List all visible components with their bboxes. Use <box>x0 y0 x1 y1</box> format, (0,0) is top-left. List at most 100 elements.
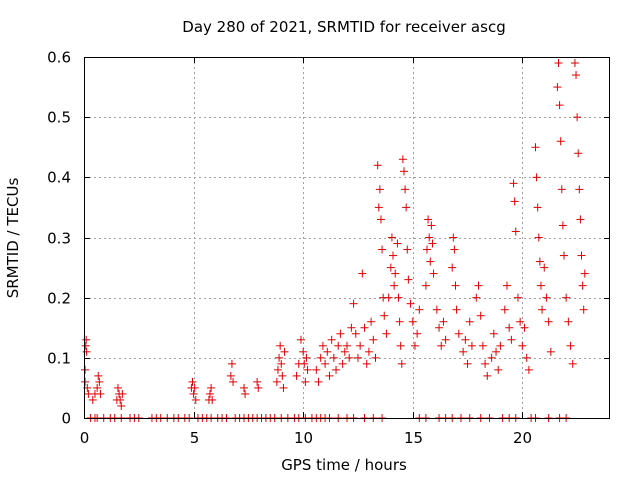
data-point <box>574 149 583 158</box>
data-point <box>391 269 400 278</box>
data-point <box>116 395 125 404</box>
data-point <box>373 161 382 170</box>
data-point <box>452 305 461 314</box>
data-point <box>461 335 470 344</box>
data-point <box>489 329 498 338</box>
data-point <box>427 221 436 230</box>
data-point <box>189 389 198 398</box>
data-point <box>301 377 310 386</box>
chart-title: Day 280 of 2021, SRMTID for receiver asc… <box>182 18 505 36</box>
data-point <box>406 299 415 308</box>
x-tick-label: 10 <box>294 429 313 447</box>
data-point <box>554 59 563 68</box>
data-point <box>253 377 262 386</box>
data-point <box>386 263 395 272</box>
data-point <box>432 305 441 314</box>
data-point <box>478 341 487 350</box>
data-point <box>82 347 91 356</box>
data-point <box>505 323 514 332</box>
data-point <box>575 185 584 194</box>
data-point <box>546 347 555 356</box>
data-point <box>538 305 547 314</box>
data-point <box>292 371 301 380</box>
data-point <box>474 281 483 290</box>
data-point <box>509 179 518 188</box>
data-point <box>393 239 402 248</box>
data-point <box>188 377 197 386</box>
data-point <box>323 347 332 356</box>
data-point <box>380 311 389 320</box>
data-point <box>345 353 354 362</box>
data-point <box>371 353 380 362</box>
data-point <box>415 305 424 314</box>
data-point <box>535 257 544 266</box>
data-point <box>277 359 286 368</box>
data-point <box>578 281 587 290</box>
data-point <box>494 365 503 374</box>
data-point <box>399 167 408 176</box>
data-point <box>208 395 217 404</box>
data-point <box>487 353 496 362</box>
y-tick-label: 0.4 <box>47 169 71 187</box>
data-point <box>332 365 341 374</box>
data-point <box>334 341 343 350</box>
data-point <box>522 353 531 362</box>
data-marks <box>81 59 589 422</box>
data-point <box>241 389 250 398</box>
data-point <box>81 377 90 386</box>
y-tick-label: 0 <box>61 410 71 428</box>
data-point <box>476 311 485 320</box>
data-point <box>191 395 200 404</box>
data-point <box>570 59 579 68</box>
data-point <box>413 329 422 338</box>
data-point <box>396 341 405 350</box>
data-point <box>329 353 338 362</box>
data-point <box>555 101 564 110</box>
data-point <box>206 389 215 398</box>
data-point <box>338 359 347 368</box>
data-point <box>429 269 438 278</box>
data-point <box>82 335 91 344</box>
data-point <box>190 383 199 392</box>
data-point <box>296 335 305 344</box>
data-point <box>410 341 419 350</box>
data-point <box>566 341 575 350</box>
data-point <box>533 203 542 212</box>
data-point <box>340 347 349 356</box>
data-point <box>398 155 407 164</box>
data-point <box>349 299 358 308</box>
data-point <box>118 389 127 398</box>
data-point <box>389 251 398 260</box>
data-point <box>404 275 413 284</box>
data-point <box>316 353 325 362</box>
data-point <box>312 365 321 374</box>
data-point <box>536 281 545 290</box>
data-point <box>463 359 472 368</box>
data-point <box>397 359 406 368</box>
y-tick-label: 0.6 <box>47 49 71 67</box>
data-point <box>401 185 410 194</box>
data-point <box>451 281 460 290</box>
data-point <box>394 293 403 302</box>
data-point <box>367 317 376 326</box>
data-point <box>93 383 102 392</box>
data-point <box>300 359 309 368</box>
data-point <box>117 401 126 410</box>
data-point <box>502 281 511 290</box>
data-point <box>513 293 522 302</box>
data-point <box>562 293 571 302</box>
data-point <box>95 377 104 386</box>
data-point <box>318 341 327 350</box>
data-point <box>544 317 553 326</box>
data-point <box>568 359 577 368</box>
data-point <box>518 341 527 350</box>
data-point <box>403 245 412 254</box>
data-point <box>577 251 586 260</box>
data-point <box>441 335 450 344</box>
y-axis-label: SRMTID / TECUs <box>4 178 22 299</box>
data-point <box>278 371 287 380</box>
data-point <box>511 227 520 236</box>
data-point <box>559 251 568 260</box>
data-point <box>351 329 360 338</box>
